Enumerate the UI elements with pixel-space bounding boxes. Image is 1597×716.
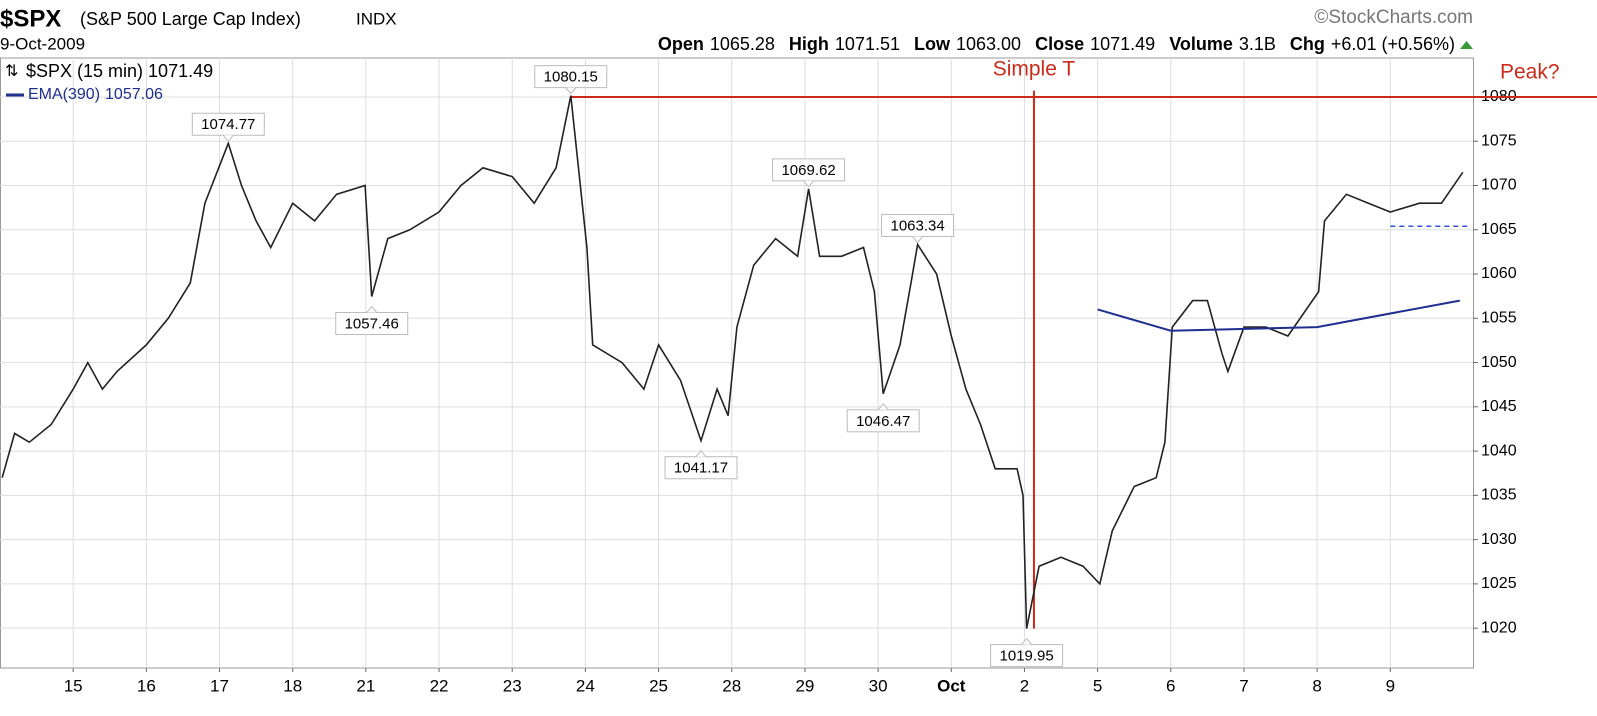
- y-tick-label: 1060: [1481, 265, 1517, 282]
- label-text: 1041.17: [674, 460, 728, 477]
- exchange: INDX: [356, 9, 397, 28]
- y-tick-label: 1075: [1481, 132, 1517, 149]
- date: 9-Oct-2009: [0, 34, 85, 53]
- quote-label: Open: [658, 34, 704, 54]
- y-tick-label: 1065: [1481, 221, 1517, 238]
- label-text: 1069.62: [781, 162, 835, 179]
- x-tick-label: 28: [722, 676, 741, 695]
- x-tick-label: 7: [1239, 676, 1248, 695]
- legend-value: 1071.49: [148, 61, 213, 81]
- quote-value: 3.1B: [1239, 34, 1276, 54]
- label-text: 1080.15: [544, 69, 598, 86]
- x-tick-label: 5: [1093, 676, 1102, 695]
- x-tick-label: 2: [1020, 676, 1029, 695]
- y-tick-label: 1035: [1481, 487, 1517, 504]
- x-tick-label: 29: [795, 676, 814, 695]
- label-pointer: [912, 236, 923, 244]
- y-tick-label: 1025: [1481, 575, 1517, 592]
- y-tick-label: 1050: [1481, 354, 1517, 371]
- legend-name: $SPX (15 min): [26, 61, 143, 81]
- price-line: [1097, 299, 1460, 332]
- symbol: $SPX: [0, 5, 61, 32]
- legend-name: EMA(390): [28, 86, 100, 103]
- quote-label: Volume: [1169, 34, 1233, 54]
- x-tick-label: 18: [283, 676, 302, 695]
- legend-icon: ⇅: [5, 63, 18, 80]
- label-pointer: [803, 180, 814, 188]
- source: ©StockCharts.com: [1314, 7, 1473, 28]
- label-pointer: [1021, 637, 1033, 645]
- y-tick-label: 1040: [1481, 442, 1517, 459]
- x-tick-label: 25: [649, 676, 668, 695]
- x-tick-label: 23: [503, 676, 522, 695]
- x-tick-label: 24: [576, 676, 595, 695]
- label-pointer: [366, 305, 378, 313]
- quote-row: Open 1065.28 High 1071.51 Low 1063.00 Close 107…: [658, 34, 1455, 54]
- quote-label: Chg: [1290, 34, 1325, 54]
- x-tick-label: 8: [1312, 676, 1321, 695]
- quote-label: Close: [1035, 34, 1084, 54]
- label-text: 1057.46: [345, 315, 399, 332]
- y-tick-label: 1030: [1481, 531, 1517, 548]
- x-tick-label: 16: [137, 676, 156, 695]
- quote-label: High: [789, 34, 829, 54]
- quote-label: Low: [914, 34, 951, 54]
- t-label: Simple T: [993, 58, 1076, 81]
- index-name: (S&P 500 Large Cap Index): [80, 9, 301, 29]
- x-tick-label: 9: [1386, 676, 1395, 695]
- label-pointer: [877, 403, 889, 411]
- x-tick-label: 22: [430, 676, 449, 695]
- x-tick-label: 30: [869, 676, 888, 695]
- legend-value: 1057.06: [105, 86, 163, 103]
- label-pointer: [222, 134, 234, 143]
- label-text: 1046.47: [856, 413, 910, 430]
- quote-value: 1065.28: [710, 34, 775, 54]
- quote-value: +6.01 (+0.56%): [1331, 34, 1455, 54]
- legend-ema: EMA(390) 1057.06: [28, 86, 163, 103]
- y-tick-label: 1070: [1481, 177, 1517, 194]
- label-text: 1063.34: [890, 217, 944, 234]
- quote-value: 1063.00: [956, 34, 1021, 54]
- label-text: 1074.77: [201, 116, 255, 133]
- label-text: 1019.95: [1000, 648, 1054, 665]
- up-arrow: [1460, 41, 1473, 49]
- y-tick-label: 1020: [1481, 619, 1517, 636]
- x-tick-label: 15: [64, 676, 83, 695]
- y-tick-label: 1045: [1481, 398, 1517, 415]
- quote-value: 1071.51: [835, 34, 900, 54]
- x-tick-label: 21: [356, 676, 375, 695]
- peak-label: Peak?: [1500, 61, 1560, 84]
- label-pointer: [695, 449, 707, 458]
- x-tick-label: Oct: [937, 676, 966, 695]
- y-tick-label: 1055: [1481, 310, 1517, 327]
- legend-price: $SPX (15 min) 1071.49: [26, 61, 213, 81]
- quote-value: 1071.49: [1090, 34, 1155, 54]
- label-pointer: [565, 87, 577, 95]
- x-tick-label: 17: [210, 676, 229, 695]
- price-line: [1, 95, 1464, 629]
- x-tick-label: 6: [1166, 676, 1175, 695]
